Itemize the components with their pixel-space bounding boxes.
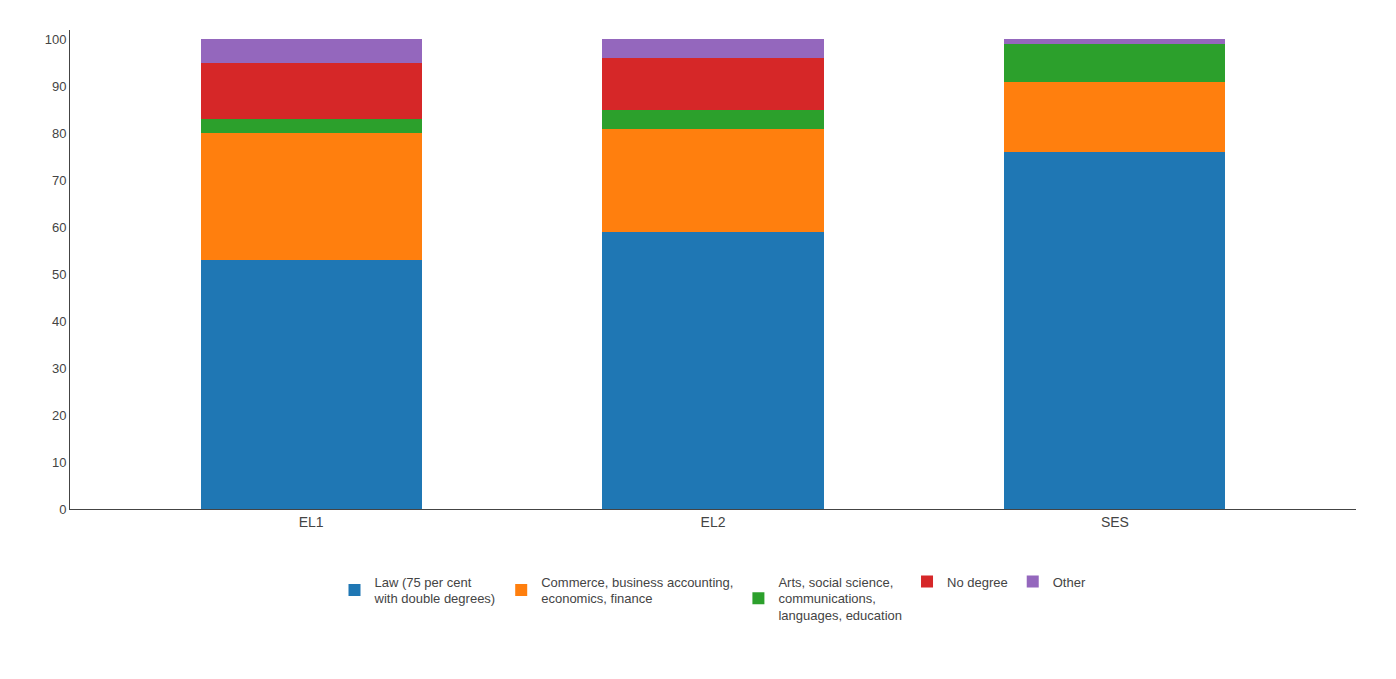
svg-text:No degree: No degree [947,575,1008,590]
svg-text:90: 90 [52,79,66,94]
svg-text:100: 100 [45,32,67,47]
svg-text:EL2: EL2 [701,514,726,530]
svg-text:60: 60 [52,220,66,235]
svg-text:Other: Other [1053,575,1086,590]
svg-text:40: 40 [52,314,66,329]
svg-text:80: 80 [52,126,66,141]
svg-text:20: 20 [52,408,66,423]
svg-text:EL1: EL1 [299,514,324,530]
svg-text:30: 30 [52,361,66,376]
svg-text:10: 10 [52,455,66,470]
svg-text:SES: SES [1101,514,1129,530]
svg-text:70: 70 [52,173,66,188]
svg-text:50: 50 [52,267,66,282]
svg-text:Commerce, business accounting,: Commerce, business accounting,economics,… [541,575,733,607]
svg-text:Arts, social science,communica: Arts, social science,communications,lang… [778,575,902,624]
svg-text:Law (75 per centwith double de: Law (75 per centwith double degrees) [374,575,496,607]
svg-text:0: 0 [59,502,66,517]
